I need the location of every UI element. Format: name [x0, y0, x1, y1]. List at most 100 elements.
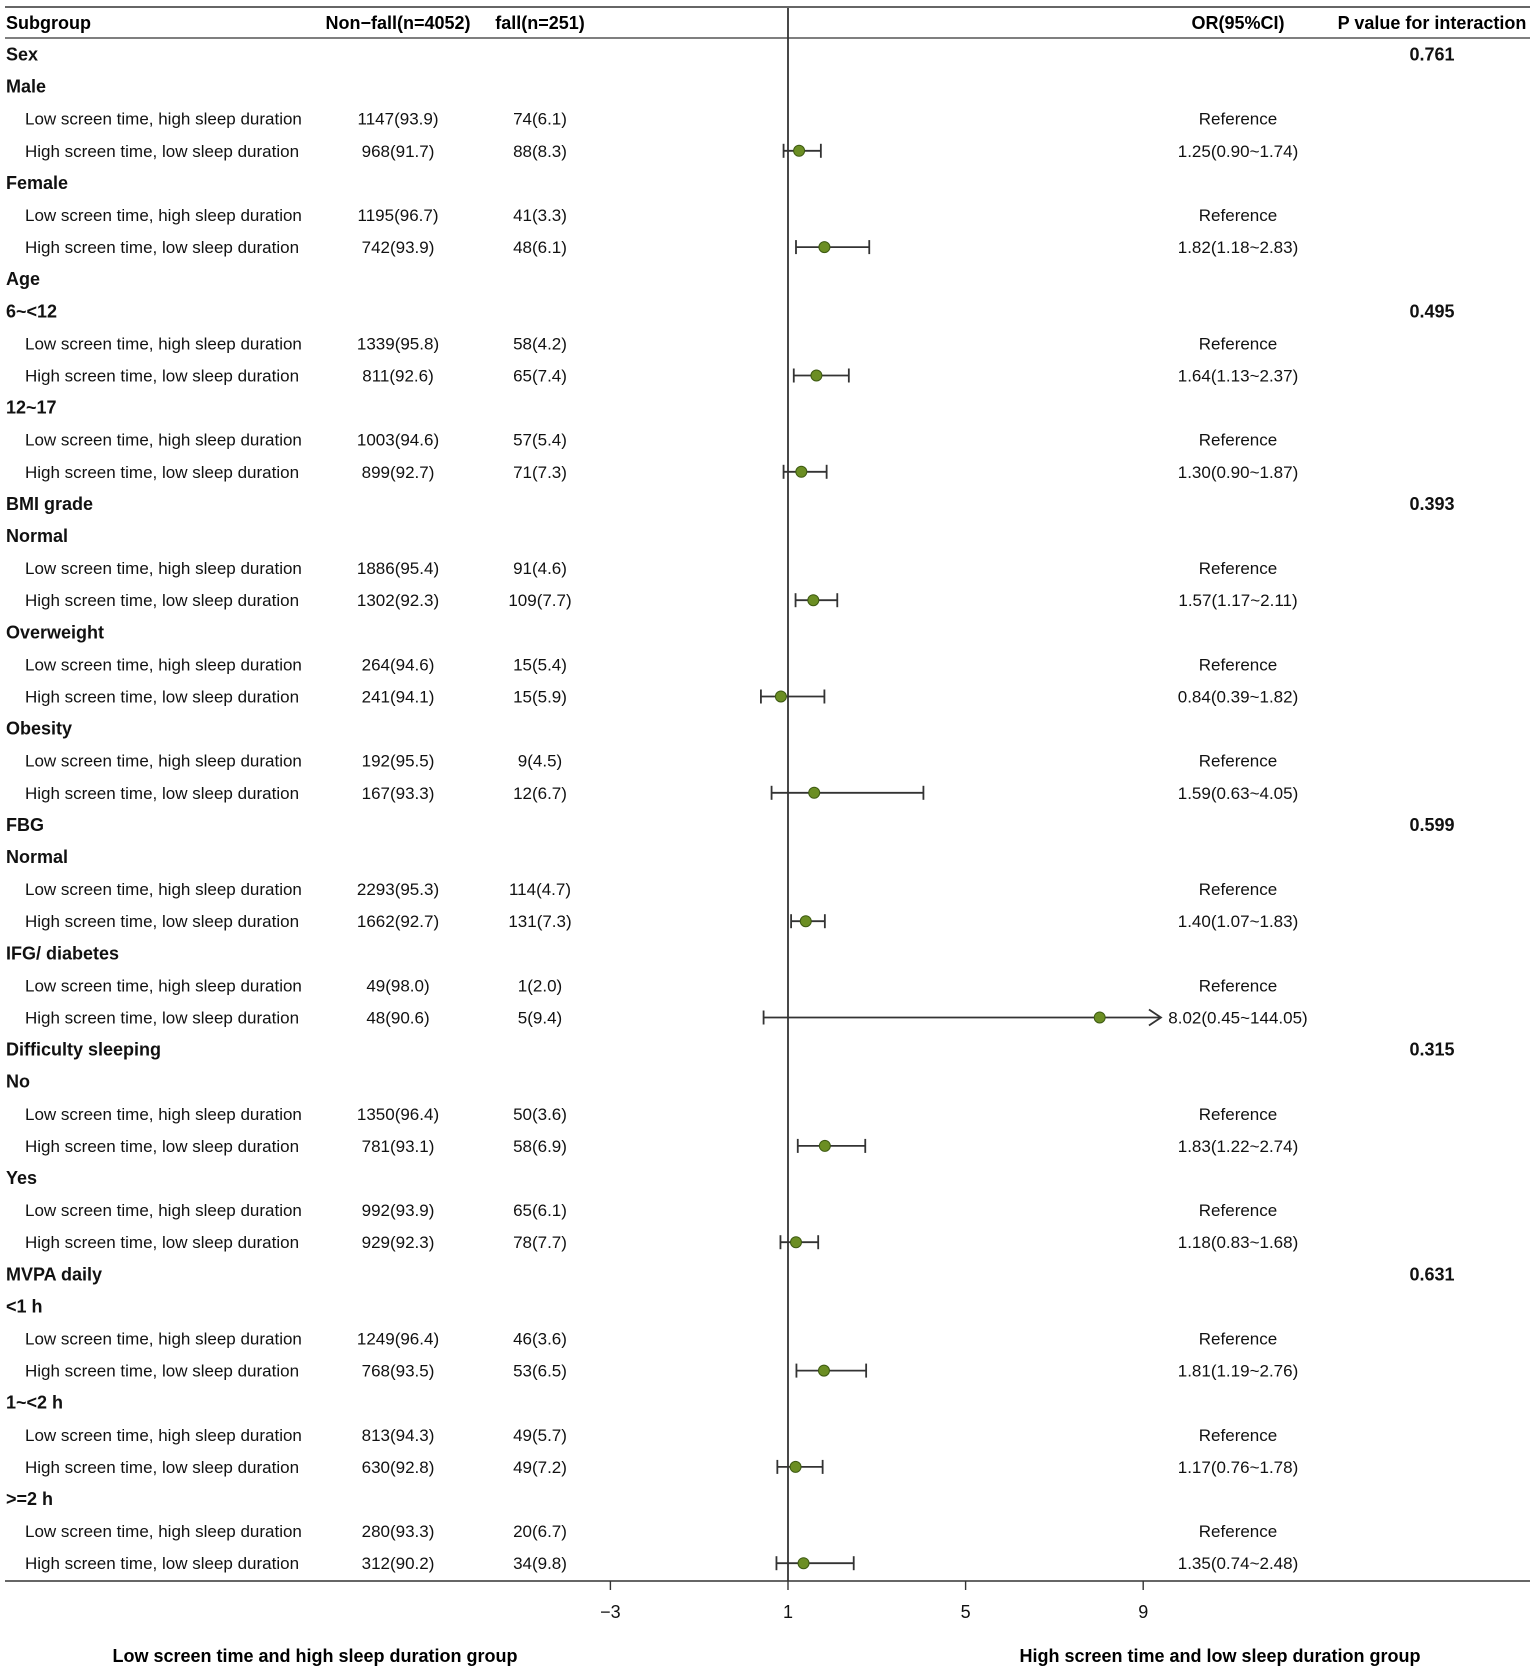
row-label: Low screen time, high sleep duration	[25, 206, 302, 225]
fall-cell: 74(6.1)	[513, 110, 567, 129]
row-label: High screen time, low sleep duration	[25, 1554, 299, 1573]
ci-arrow	[1148, 1008, 1163, 1027]
subgroup-label: Male	[6, 77, 46, 97]
or-cell: Reference	[1199, 334, 1277, 353]
nonfall-cell: 1249(96.4)	[357, 1330, 439, 1349]
or-point	[1093, 1011, 1106, 1024]
or-cell: Reference	[1199, 655, 1277, 674]
nonfall-cell: 167(93.3)	[362, 784, 435, 803]
row-label: Low screen time, high sleep duration	[25, 1522, 302, 1541]
or-cell: 1.18(0.83~1.68)	[1178, 1233, 1299, 1252]
p-interaction-cell: 0.599	[1409, 815, 1454, 835]
or-cell: 1.30(0.90~1.87)	[1178, 463, 1299, 482]
or-cell: 0.84(0.39~1.82)	[1178, 688, 1299, 707]
subgroup-label: IFG/ diabetes	[6, 943, 119, 963]
row-label: Low screen time, high sleep duration	[25, 559, 302, 578]
or-point	[807, 594, 820, 607]
x-axis: −3 1 5 9	[600, 8, 1148, 1622]
nonfall-cell: 1662(92.7)	[357, 912, 439, 931]
fall-cell: 109(7.7)	[508, 591, 571, 610]
x-tick-label: 5	[961, 1602, 971, 1622]
subgroup-label: No	[6, 1072, 30, 1092]
row-label: High screen time, low sleep duration	[25, 1362, 299, 1381]
row-label: Low screen time, high sleep duration	[25, 1330, 302, 1349]
or-cell: 1.82(1.18~2.83)	[1178, 238, 1299, 257]
nonfall-cell: 929(92.3)	[362, 1233, 435, 1252]
row-label: High screen time, low sleep duration	[25, 463, 299, 482]
fall-cell: 46(3.6)	[513, 1330, 567, 1349]
or-cell: Reference	[1199, 1201, 1277, 1220]
nonfall-cell: 1350(96.4)	[357, 1105, 439, 1124]
nonfall-cell: 768(93.5)	[362, 1362, 435, 1381]
row-label: Low screen time, high sleep duration	[25, 976, 302, 995]
nonfall-cell: 1339(95.8)	[357, 334, 439, 353]
row-label: High screen time, low sleep duration	[25, 1233, 299, 1252]
group-label: BMI grade	[6, 494, 93, 514]
nonfall-cell: 813(94.3)	[362, 1426, 435, 1445]
or-cell: Reference	[1199, 1426, 1277, 1445]
or-cell: Reference	[1199, 206, 1277, 225]
row-label: High screen time, low sleep duration	[25, 912, 299, 931]
row-label: Low screen time, high sleep duration	[25, 752, 302, 771]
or-point	[793, 144, 806, 157]
row-label: Low screen time, high sleep duration	[25, 431, 302, 450]
or-cell: Reference	[1199, 752, 1277, 771]
nonfall-cell: 312(90.2)	[362, 1554, 435, 1573]
or-cell: 8.02(0.45~144.05)	[1168, 1009, 1307, 1028]
header-nonfall: Non−fall(n=4052)	[325, 13, 470, 33]
forest-marks	[760, 143, 1163, 1571]
row-label: High screen time, low sleep duration	[25, 1137, 299, 1156]
or-cell: Reference	[1199, 1105, 1277, 1124]
nonfall-cell: 899(92.7)	[362, 463, 435, 482]
fall-cell: 91(4.6)	[513, 559, 567, 578]
or-cell: Reference	[1199, 110, 1277, 129]
or-point	[774, 690, 787, 703]
fall-cell: 65(6.1)	[513, 1201, 567, 1220]
or-point	[810, 369, 823, 382]
row-label: Low screen time, high sleep duration	[25, 1105, 302, 1124]
x-tick-label: 9	[1138, 1602, 1148, 1622]
fall-cell: 71(7.3)	[513, 463, 567, 482]
fall-cell: 65(7.4)	[513, 367, 567, 386]
nonfall-cell: 48(90.6)	[366, 1009, 429, 1028]
row-label: High screen time, low sleep duration	[25, 142, 299, 161]
or-cell: Reference	[1199, 880, 1277, 899]
or-cell: Reference	[1199, 1330, 1277, 1349]
subgroup-label: 12~17	[6, 398, 57, 418]
or-point	[818, 241, 831, 254]
header-subgroup: Subgroup	[6, 13, 91, 33]
fall-cell: 49(5.7)	[513, 1426, 567, 1445]
group-label: Difficulty sleeping	[6, 1040, 161, 1060]
or-cell: Reference	[1199, 559, 1277, 578]
header-fall: fall(n=251)	[495, 13, 585, 33]
fall-cell: 88(8.3)	[513, 142, 567, 161]
or-cell: 1.64(1.13~2.37)	[1178, 367, 1299, 386]
fall-cell: 57(5.4)	[513, 431, 567, 450]
nonfall-cell: 2293(95.3)	[357, 880, 439, 899]
or-cell: 1.35(0.74~2.48)	[1178, 1554, 1299, 1573]
group-label: Sex	[6, 45, 38, 65]
subgroup-label: Female	[6, 173, 68, 193]
fall-cell: 5(9.4)	[518, 1009, 562, 1028]
nonfall-cell: 264(94.6)	[362, 655, 435, 674]
or-cell: 1.59(0.63~4.05)	[1178, 784, 1299, 803]
x-tick-label: 1	[783, 1602, 793, 1622]
fall-cell: 15(5.4)	[513, 655, 567, 674]
or-cell: 1.57(1.17~2.11)	[1178, 591, 1297, 610]
table-rows: Sex 0.761 Male Low screen time, high sleep …	[6, 45, 1455, 1574]
fall-cell: 78(7.7)	[513, 1233, 567, 1252]
fall-cell: 50(3.6)	[513, 1105, 567, 1124]
nonfall-cell: 992(93.9)	[362, 1201, 435, 1220]
subgroup-label: Yes	[6, 1168, 37, 1188]
fall-cell: 58(4.2)	[513, 334, 567, 353]
nonfall-cell: 1886(95.4)	[357, 559, 439, 578]
fall-cell: 9(4.5)	[518, 752, 562, 771]
row-label: High screen time, low sleep duration	[25, 784, 299, 803]
row-label: High screen time, low sleep duration	[25, 688, 299, 707]
row-label: Low screen time, high sleep duration	[25, 655, 302, 674]
row-label: Low screen time, high sleep duration	[25, 334, 302, 353]
nonfall-cell: 811(92.6)	[362, 367, 434, 386]
x-tick-label: −3	[600, 1602, 621, 1622]
group-label: MVPA daily	[6, 1264, 102, 1284]
